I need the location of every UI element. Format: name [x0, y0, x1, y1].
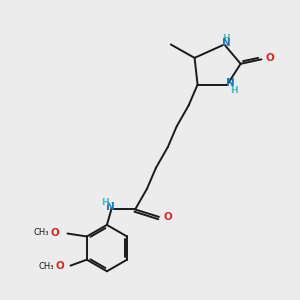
- Text: N: N: [226, 78, 235, 88]
- Text: H: H: [101, 197, 109, 206]
- Text: O: O: [266, 53, 274, 63]
- Text: N: N: [222, 38, 231, 48]
- Text: N: N: [106, 202, 115, 212]
- Text: CH₃: CH₃: [33, 228, 49, 237]
- Text: H: H: [231, 86, 238, 95]
- Text: CH₃: CH₃: [38, 262, 54, 271]
- Text: O: O: [51, 228, 59, 238]
- Text: H: H: [223, 34, 230, 43]
- Text: O: O: [56, 261, 64, 271]
- Text: O: O: [164, 212, 172, 222]
